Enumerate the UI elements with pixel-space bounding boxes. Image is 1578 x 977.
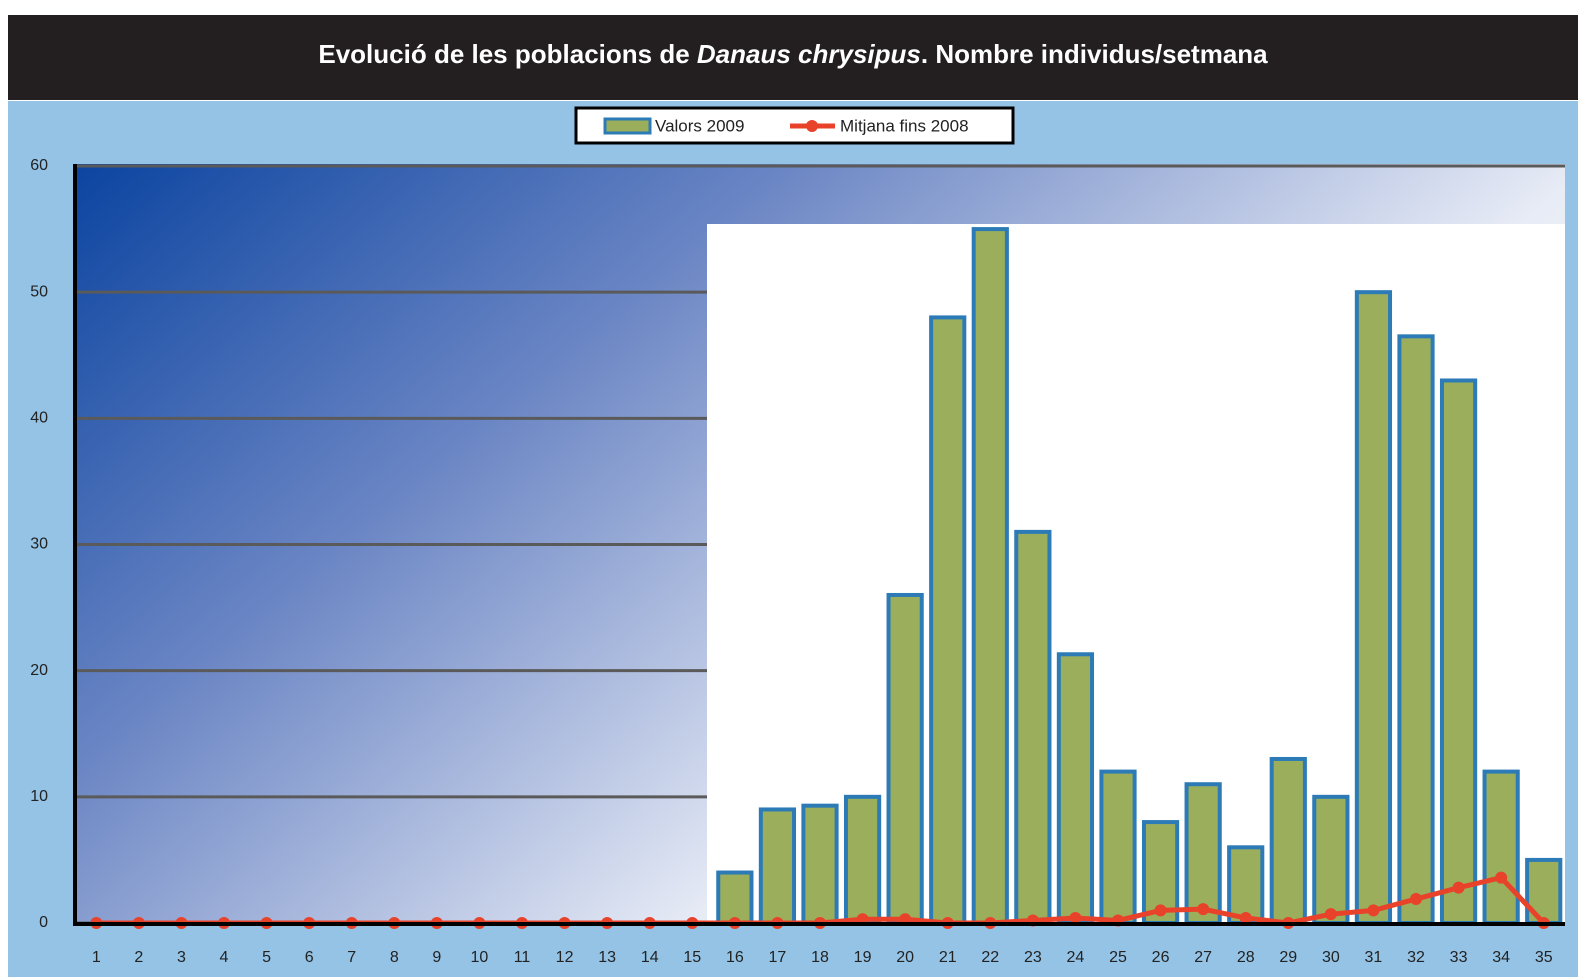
x-tick-label: 27 [1194,949,1212,966]
line-marker [1154,904,1167,917]
x-tick-label: 12 [556,949,574,966]
x-tick-label: 14 [641,949,659,966]
bar [1482,769,1520,925]
legend-label: Valors 2009 [655,116,744,135]
x-tick-label: 5 [262,949,271,966]
x-tick-label: 15 [683,949,701,966]
bar [758,807,797,926]
line-marker [1324,908,1337,921]
y-tick-label: 60 [30,157,48,174]
x-tick-label: 9 [432,949,441,966]
x-tick-label: 35 [1535,949,1553,966]
legend-label: Mitjana fins 2008 [840,116,969,135]
x-tick-label: 34 [1492,949,1510,966]
bar [716,870,754,925]
legend-swatch [806,120,818,132]
x-tick-label: 10 [471,949,489,966]
title-part: Evolució de les poblacions de [318,39,697,69]
legend-swatch [603,117,652,135]
x-tick-label: 11 [514,949,531,966]
y-tick-label: 40 [30,410,48,427]
x-tick-label: 20 [896,949,914,966]
bar [843,794,882,925]
line-marker [1069,911,1082,924]
x-tick-label: 16 [726,949,744,966]
x-tick-label: 30 [1322,949,1340,966]
x-tick-label: 18 [811,949,829,966]
x-tick-label: 4 [220,949,229,966]
bar [886,592,924,925]
title-part: Danaus chrysipus [697,39,921,69]
x-tick-label: 28 [1237,949,1255,966]
bar [1014,529,1052,926]
x-tick-label: 29 [1279,949,1297,966]
x-tick-label: 22 [981,949,999,966]
x-tick-label: 6 [305,949,314,966]
y-tick-label: 20 [30,662,48,679]
bar [971,227,1009,926]
x-tick-label: 3 [177,949,186,966]
line-marker [1410,893,1422,906]
x-tick-label: 26 [1152,949,1170,966]
y-tick-label: 0 [39,914,48,931]
bar [929,315,967,925]
x-tick-label: 13 [598,949,616,966]
x-tick-label: 24 [1067,949,1085,966]
line-marker [1495,871,1508,884]
bar [1269,756,1307,925]
x-tick-label: 8 [390,949,399,966]
x-tick-label: 21 [939,949,957,966]
y-tick-label: 10 [30,788,48,805]
line-marker [1197,903,1210,916]
bar [1227,845,1265,925]
line-marker [1239,911,1252,924]
bar [1354,290,1393,925]
x-tick-label: 32 [1407,949,1425,966]
x-tick-label: 2 [134,949,143,966]
line-marker [1367,904,1380,917]
bar [801,803,839,925]
line-marker [1452,881,1465,894]
bar [1439,378,1478,925]
bar [1312,794,1350,925]
y-tick-label: 30 [30,536,48,553]
x-tick-label: 19 [854,949,872,966]
title-bar [8,15,1578,100]
x-tick-label: 17 [769,949,787,966]
x-tick-label: 1 [92,949,101,966]
x-tick-label: 31 [1365,949,1383,966]
x-tick-label: 25 [1109,949,1127,966]
y-tick-label: 50 [30,283,48,300]
bar [1397,334,1435,925]
x-tick-label: 7 [347,949,356,966]
x-tick-label: 23 [1024,949,1042,966]
bar [1184,782,1222,926]
chart-title: Evolució de les poblacions de Danaus chr… [318,39,1268,69]
bar [1099,769,1137,925]
bar [1056,652,1095,925]
title-part: . Nombre individus/setmana [921,39,1268,69]
x-tick-label: 33 [1450,949,1468,966]
